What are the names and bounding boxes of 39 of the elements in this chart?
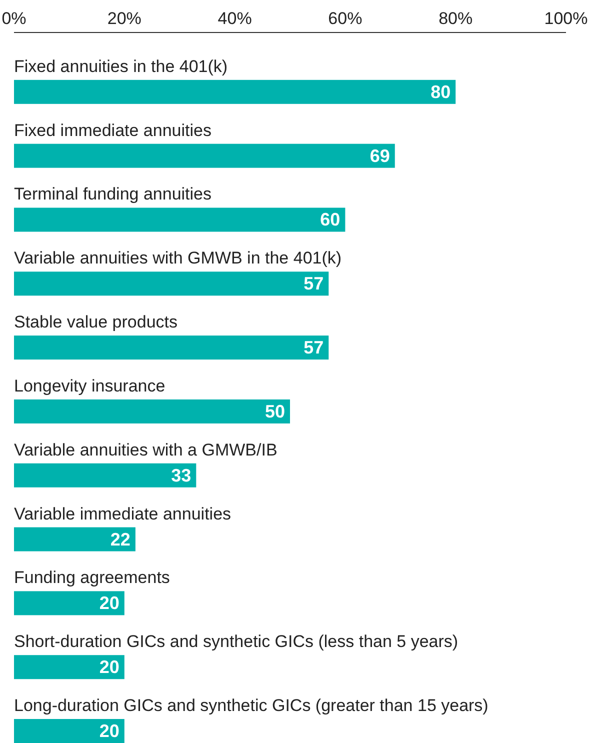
bar — [14, 527, 136, 552]
data-label: 60 — [320, 210, 340, 230]
bar — [14, 336, 329, 360]
y-tick-label: Variable annuities with GMWB in the 401(k) — [14, 248, 342, 268]
data-label: 33 — [171, 465, 192, 486]
y-tick-label: Variable immediate annuities — [14, 504, 232, 524]
x-tick-label: 80% — [438, 9, 473, 28]
data-label: 20 — [99, 593, 120, 614]
data-label: 20 — [99, 721, 120, 741]
x-tick-label: 20% — [107, 9, 142, 28]
bar — [14, 399, 290, 424]
bar — [14, 719, 124, 743]
data-label: 50 — [264, 401, 285, 422]
data-label: 57 — [304, 338, 324, 358]
y-tick-label: Longevity insurance — [14, 376, 166, 396]
bar — [14, 591, 124, 616]
bar — [14, 272, 329, 296]
bar — [14, 463, 196, 488]
y-tick-label: Variable annuities with a GMWB/IB — [14, 440, 278, 460]
y-tick-label: Long-duration GICs and synthetic GICs (greater than 15 years) — [14, 696, 488, 715]
y-tick-label: Terminal funding annuities — [14, 184, 212, 204]
y-tick-label: Short-duration GICs and synthetic GICs (less than 5 years) — [14, 632, 458, 652]
x-tick-label: 0% — [2, 9, 26, 28]
y-tick-label: Fixed immediate annuities — [14, 120, 212, 140]
y-tick-label: Stable value products — [14, 312, 178, 332]
data-label: 69 — [370, 146, 390, 166]
y-tick-label: Fixed annuities in the 401(k) — [14, 56, 228, 76]
data-label: 22 — [110, 529, 130, 550]
x-tick-label: 60% — [328, 9, 362, 28]
bar — [14, 655, 124, 680]
data-label: 80 — [430, 82, 451, 102]
x-tick-label: 100% — [544, 9, 588, 28]
bar — [14, 144, 395, 168]
bar — [14, 80, 456, 104]
bar — [14, 208, 346, 232]
y-tick-label: Funding agreements — [14, 568, 170, 588]
data-label: 57 — [304, 274, 324, 294]
x-tick-label: 40% — [218, 9, 252, 28]
data-label: 20 — [99, 657, 120, 678]
